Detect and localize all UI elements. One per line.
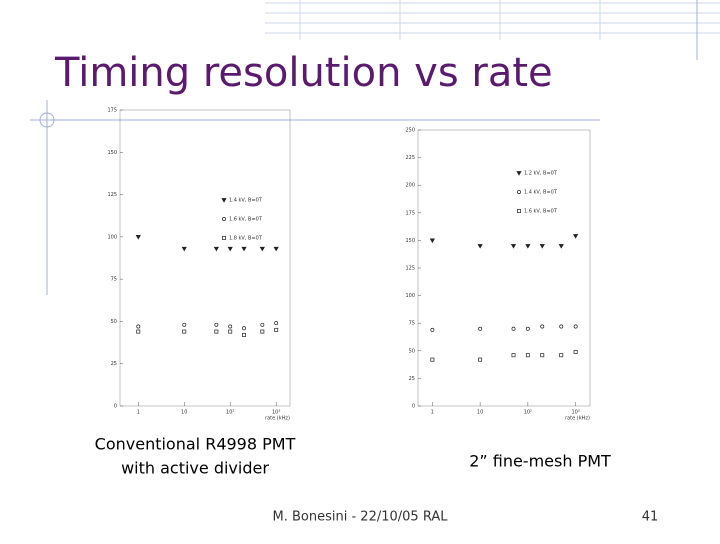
point: [511, 326, 516, 331]
y-tick-label: 250: [405, 128, 415, 134]
point: [540, 353, 545, 358]
point: [135, 235, 141, 240]
caption: 2” fine-mesh PMT: [469, 452, 611, 471]
y-tick-label: 175: [405, 210, 415, 216]
point: [478, 357, 483, 362]
legend-label: 1.6 kV, B=0T: [524, 209, 558, 215]
point: [227, 246, 233, 252]
y-tick-label: 50: [409, 348, 415, 354]
legend-marker: [222, 217, 226, 221]
y-tick-label: 0: [412, 404, 415, 410]
y-tick-label: 175: [107, 108, 117, 114]
caption: Conventional R4998 PMT: [95, 435, 296, 454]
point: [242, 326, 246, 331]
legend-marker: [221, 198, 227, 203]
y-tick-label: 75: [111, 277, 117, 283]
point: [429, 238, 435, 244]
x-axis-label: rate (kHz): [565, 416, 590, 422]
legend-marker: [222, 236, 226, 240]
point: [241, 246, 247, 252]
y-tick-label: 0: [114, 404, 117, 410]
point: [136, 324, 141, 329]
y-tick-label: 225: [405, 155, 415, 161]
point: [478, 326, 483, 331]
legend-label: 1.4 kV, B=0T: [229, 198, 263, 204]
point: [273, 246, 279, 252]
point: [573, 234, 579, 239]
point: [540, 324, 545, 329]
x-tick-label: 1: [137, 410, 140, 416]
point: [558, 244, 564, 249]
point: [573, 324, 578, 329]
point: [181, 246, 187, 252]
x-tick-label: 1: [431, 410, 434, 416]
point: [510, 244, 517, 249]
x-tick-label: 10: [477, 410, 483, 416]
point: [182, 329, 187, 334]
legend-label: 1.6 kV, B=0T: [229, 217, 263, 223]
y-tick-label: 150: [405, 238, 415, 244]
point: [573, 349, 578, 354]
point: [214, 322, 219, 327]
point: [430, 327, 435, 332]
point: [228, 324, 233, 329]
y-tick-label: 125: [107, 192, 117, 198]
point: [525, 326, 530, 331]
legend-label: 1.4 kV, B=0T: [524, 190, 558, 196]
x-tick-label: 10²: [226, 410, 234, 416]
plot-frame: [119, 109, 291, 407]
point: [259, 246, 265, 252]
y-tick-label: 100: [405, 293, 415, 299]
point: [477, 244, 483, 249]
top-grid: [265, 0, 720, 40]
plot-frame: [417, 129, 591, 407]
point: [242, 333, 246, 337]
legend-marker: [517, 209, 521, 213]
point: [228, 329, 233, 334]
point: [430, 357, 435, 362]
point: [274, 327, 279, 332]
point: [559, 324, 564, 329]
legend-label: 1.2 kV, B=0T: [524, 171, 558, 177]
x-axis-label: rate (kHz): [265, 416, 290, 422]
point: [260, 329, 265, 334]
legend-marker: [516, 171, 522, 176]
x-tick-label: 10²: [524, 410, 532, 416]
footer: M. Bonesini - 22/10/05 RAL: [273, 510, 449, 525]
legend-label: 1.8 kV, B=0T: [229, 236, 263, 242]
legend-marker: [517, 190, 521, 194]
point: [511, 353, 516, 358]
y-tick-label: 100: [107, 234, 117, 240]
point: [274, 321, 279, 326]
y-tick-label: 125: [405, 266, 415, 272]
slide-title: Timing resolution vs rate: [54, 50, 553, 96]
point: [525, 353, 530, 358]
caption: with active divider: [121, 459, 269, 478]
x-tick-label: 10³: [571, 410, 579, 416]
y-tick-label: 75: [409, 321, 415, 327]
point: [214, 329, 219, 334]
point: [525, 244, 531, 249]
point: [213, 246, 219, 252]
point: [136, 329, 141, 334]
point: [539, 244, 545, 249]
y-tick-label: 25: [111, 361, 117, 367]
point: [182, 322, 187, 327]
point: [260, 322, 265, 327]
x-tick-label: 10: [181, 410, 187, 416]
x-tick-label: 10³: [272, 410, 280, 416]
rule-knot: [39, 112, 55, 128]
y-tick-label: 50: [111, 319, 117, 325]
y-tick-label: 25: [409, 376, 415, 382]
y-tick-label: 150: [107, 150, 117, 156]
point: [559, 353, 564, 358]
y-tick-label: 200: [405, 183, 415, 189]
page-number: 41: [642, 510, 659, 525]
